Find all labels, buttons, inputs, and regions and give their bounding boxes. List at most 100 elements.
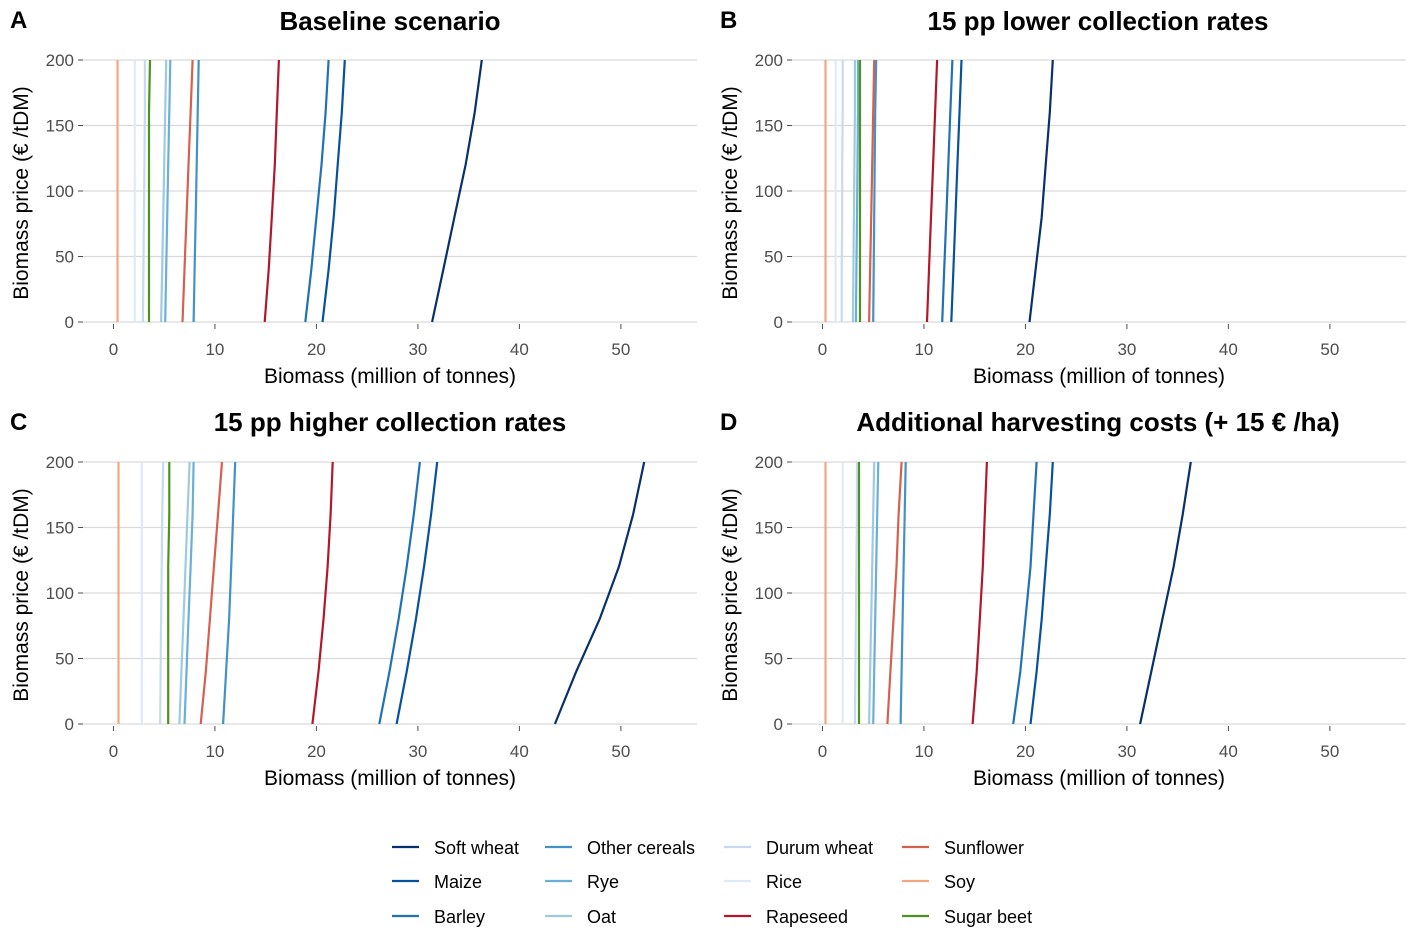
series-line-rapeseed bbox=[311, 461, 334, 725]
x-tick-label: 40 bbox=[1219, 742, 1238, 761]
y-tick-label: 200 bbox=[755, 453, 783, 472]
series-line-sunflower bbox=[199, 461, 224, 725]
series-line-rye bbox=[854, 60, 860, 323]
legend-item-rice: Rice bbox=[724, 872, 802, 892]
panel-b: B 15 pp lower collection rates05010015020… bbox=[719, 6, 1406, 388]
series-line-sugar-beet bbox=[147, 59, 152, 322]
legend-item-oat: Oat bbox=[545, 907, 616, 927]
series-line-other-cereals bbox=[872, 59, 878, 323]
x-tick-label: 40 bbox=[510, 742, 529, 761]
x-tick-label: 10 bbox=[914, 742, 933, 761]
legend-item-other-cereals: Other cereals bbox=[545, 838, 695, 858]
panel-title: 15 pp lower collection rates bbox=[928, 6, 1269, 36]
legend-item-barley: Barley bbox=[392, 907, 485, 927]
series-line-barley bbox=[378, 461, 421, 725]
y-tick-label: 0 bbox=[65, 313, 74, 332]
panel-title: Additional harvesting costs (+ 15 € /ha) bbox=[856, 407, 1339, 437]
x-tick-label: 0 bbox=[109, 340, 118, 359]
legend-label: Oat bbox=[587, 907, 616, 927]
x-tick-label: 40 bbox=[1219, 340, 1238, 359]
series-line-soft-wheat bbox=[431, 59, 483, 323]
x-tick-label: 50 bbox=[1320, 742, 1339, 761]
y-tick-label: 100 bbox=[755, 584, 783, 603]
y-tick-label: 100 bbox=[46, 182, 74, 201]
y-tick-label: 0 bbox=[65, 715, 74, 734]
y-tick-label: 150 bbox=[46, 519, 74, 538]
series-line-oat bbox=[868, 461, 876, 725]
legend-label: Durum wheat bbox=[766, 838, 873, 858]
legend-item-rye: Rye bbox=[545, 872, 619, 892]
legend-label: Rye bbox=[587, 872, 619, 892]
x-axis-title: Biomass (million of tonnes) bbox=[264, 365, 516, 388]
legend-label: Rapeseed bbox=[766, 907, 848, 927]
y-tick-label: 200 bbox=[46, 453, 74, 472]
series-line-sunflower bbox=[886, 461, 903, 725]
y-tick-label: 100 bbox=[755, 182, 783, 201]
y-tick-label: 50 bbox=[55, 248, 74, 267]
x-tick-label: 0 bbox=[818, 742, 827, 761]
y-tick-label: 0 bbox=[774, 715, 783, 734]
y-tick-label: 150 bbox=[755, 519, 783, 538]
panel-d: D Additional harvesting costs (+ 15 € /ha… bbox=[719, 407, 1406, 790]
legend-label: Maize bbox=[434, 872, 482, 892]
panel-letter: B bbox=[720, 7, 737, 34]
x-tick-label: 50 bbox=[611, 340, 630, 359]
series-line-soft-wheat bbox=[1028, 59, 1054, 323]
y-tick-label: 150 bbox=[46, 117, 74, 136]
y-tick-label: 0 bbox=[774, 313, 783, 332]
series-line-barley bbox=[1012, 461, 1038, 725]
panel-letter: A bbox=[10, 7, 27, 34]
legend-label: Sunflower bbox=[944, 838, 1024, 858]
panel-a: A Baseline scenario 0 50 100 150 200 0 10 20 30 40 5… bbox=[10, 6, 697, 388]
x-axis-title: Biomass (million of tonnes) bbox=[264, 767, 516, 790]
series-line-maize bbox=[395, 461, 439, 725]
panel-letter: D bbox=[720, 409, 737, 436]
x-tick-label: 0 bbox=[109, 742, 118, 761]
legend-label: Soft wheat bbox=[434, 838, 519, 858]
legend-label: Other cereals bbox=[587, 838, 695, 858]
legend-item-soft-wheat: Soft wheat bbox=[392, 838, 519, 858]
series-line-sunflower bbox=[868, 59, 876, 323]
x-tick-label: 20 bbox=[307, 340, 326, 359]
series-line-oat bbox=[160, 59, 168, 323]
series-line-barley bbox=[941, 59, 954, 323]
legend-item-maize: Maize bbox=[392, 872, 482, 892]
y-tick-label: 50 bbox=[55, 650, 74, 669]
y-axis-title: Biomass price (€ /tDM) bbox=[719, 86, 742, 300]
series-line-soft-wheat bbox=[553, 461, 646, 725]
series-line-durum-wheat bbox=[840, 60, 844, 322]
series-line-sunflower bbox=[181, 59, 194, 323]
y-axis-title: Biomass price (€ /tDM) bbox=[10, 488, 33, 702]
series-line-durum-wheat bbox=[141, 60, 146, 323]
series-line-barley bbox=[304, 59, 330, 323]
series-line-rapeseed bbox=[263, 59, 280, 323]
series-line-sugar-beet bbox=[167, 462, 171, 724]
x-tick-label: 20 bbox=[307, 742, 326, 761]
y-tick-label: 150 bbox=[755, 117, 783, 136]
x-tick-label: 40 bbox=[510, 340, 529, 359]
y-tick-label: 100 bbox=[46, 584, 74, 603]
x-tick-label: 10 bbox=[914, 340, 933, 359]
panel-title: 15 pp higher collection rates bbox=[214, 407, 567, 437]
x-tick-label: 30 bbox=[408, 340, 427, 359]
series-line-other-cereals bbox=[222, 461, 237, 725]
x-tick-label: 50 bbox=[611, 742, 630, 761]
y-tick-label: 50 bbox=[764, 650, 783, 669]
series-line-rye bbox=[164, 59, 172, 323]
x-tick-label: 50 bbox=[1320, 340, 1339, 359]
series-line-other-cereals bbox=[899, 461, 907, 725]
x-axis-title: Biomass (million of tonnes) bbox=[973, 767, 1225, 790]
legend-item-rapeseed: Rapeseed bbox=[724, 907, 848, 927]
x-axis-title: Biomass (million of tonnes) bbox=[973, 365, 1225, 388]
legend-label: Rice bbox=[766, 872, 802, 892]
series-line-oat bbox=[178, 461, 191, 725]
x-tick-label: 10 bbox=[205, 340, 224, 359]
y-tick-label: 200 bbox=[46, 51, 74, 70]
legend-item-sunflower: Sunflower bbox=[902, 838, 1024, 858]
x-tick-label: 30 bbox=[1117, 340, 1136, 359]
legend: Soft wheat Maize Barley Other cereals Rye Oat… bbox=[392, 838, 1032, 927]
series-line-maize bbox=[1029, 461, 1054, 725]
series-line-durum-wheat bbox=[853, 462, 859, 725]
legend-label: Sugar beet bbox=[944, 907, 1032, 927]
panel-c: C 15 pp higher collection rates0501001502… bbox=[10, 407, 697, 790]
